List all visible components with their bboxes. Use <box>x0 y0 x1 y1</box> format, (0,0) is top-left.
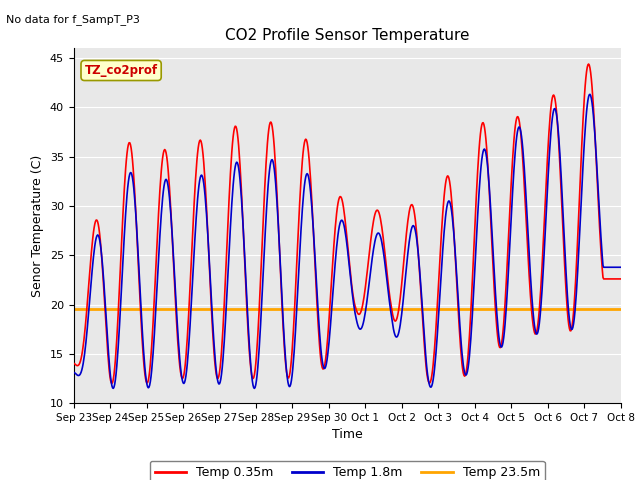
Legend: Temp 0.35m, Temp 1.8m, Temp 23.5m: Temp 0.35m, Temp 1.8m, Temp 23.5m <box>150 461 545 480</box>
X-axis label: Time: Time <box>332 429 363 442</box>
Text: TZ_co2prof: TZ_co2prof <box>84 64 157 77</box>
Text: No data for f_SampT_P3: No data for f_SampT_P3 <box>6 14 140 25</box>
Title: CO2 Profile Sensor Temperature: CO2 Profile Sensor Temperature <box>225 28 470 43</box>
Y-axis label: Senor Temperature (C): Senor Temperature (C) <box>31 155 44 297</box>
